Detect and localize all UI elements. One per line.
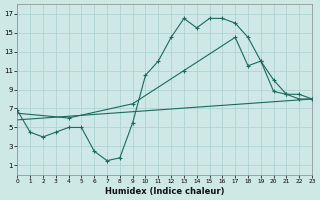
X-axis label: Humidex (Indice chaleur): Humidex (Indice chaleur) (105, 187, 224, 196)
